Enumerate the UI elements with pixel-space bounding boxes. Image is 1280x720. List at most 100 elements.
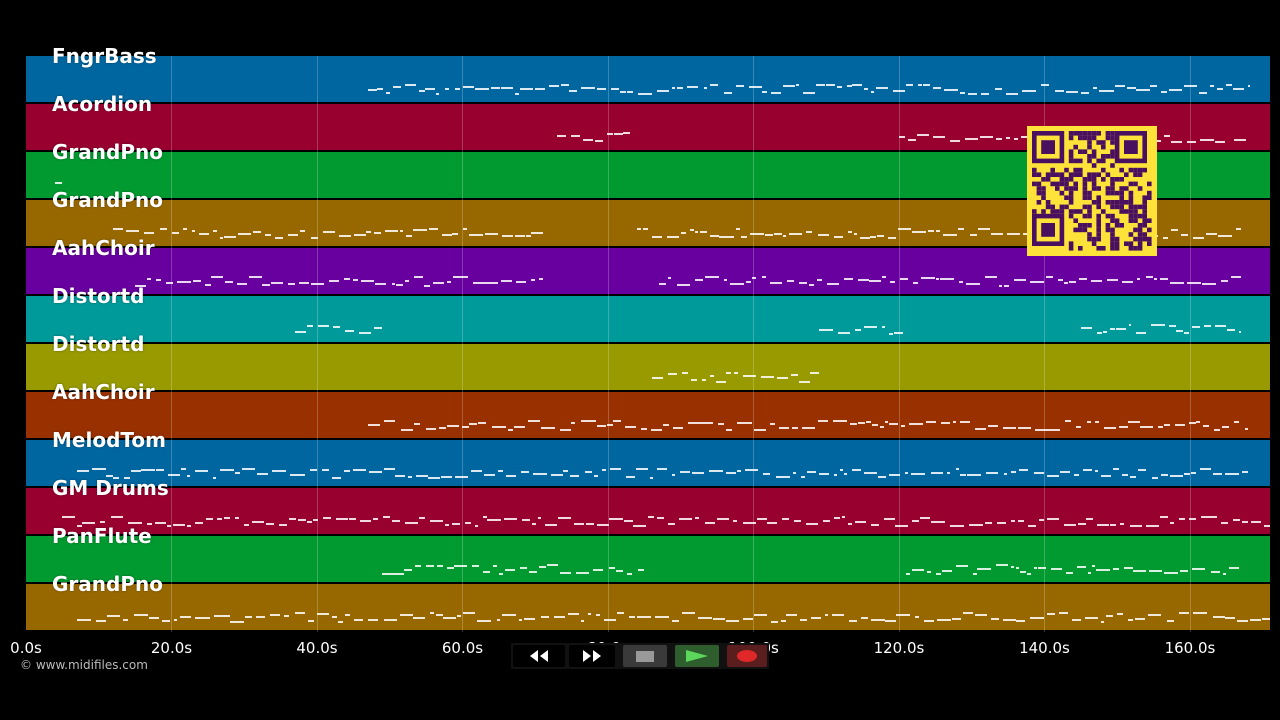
note-mark	[445, 88, 450, 90]
note-mark	[1210, 85, 1215, 87]
note-mark	[930, 521, 946, 523]
note-mark	[274, 237, 284, 239]
note-mark	[1082, 469, 1089, 471]
qr-module	[1124, 241, 1129, 246]
note-mark	[195, 470, 208, 472]
qr-module	[1137, 236, 1143, 242]
note-mark	[752, 277, 757, 279]
note-mark	[995, 564, 1009, 566]
note-mark	[968, 93, 978, 95]
note-mark	[893, 332, 903, 334]
note-mark	[352, 469, 367, 471]
note-mark	[1171, 141, 1183, 143]
qr-module	[1124, 172, 1129, 177]
note-mark	[1160, 278, 1168, 280]
note-mark	[637, 93, 653, 95]
note-mark	[904, 472, 909, 474]
note-mark	[384, 468, 395, 470]
qr-module	[1073, 167, 1078, 173]
qr-module	[1110, 181, 1115, 187]
note-mark	[916, 134, 929, 136]
note-mark	[615, 570, 623, 572]
note-mark	[515, 235, 526, 237]
note-mark	[557, 135, 567, 137]
note-mark	[126, 230, 140, 232]
note-mark	[1225, 617, 1235, 619]
rewind-button[interactable]	[513, 645, 565, 667]
note-mark	[970, 234, 978, 236]
note-mark	[122, 619, 129, 621]
note-mark	[753, 429, 766, 431]
note-mark	[1215, 141, 1226, 143]
note-mark	[610, 468, 622, 470]
note-mark	[1065, 420, 1071, 422]
note-mark	[567, 613, 579, 615]
qr-module	[1036, 181, 1042, 187]
note-mark	[255, 616, 265, 618]
qr-module	[1147, 236, 1152, 242]
note-mark	[878, 476, 886, 478]
note-mark	[686, 86, 699, 88]
stop-icon	[636, 650, 654, 662]
note-mark	[1164, 572, 1178, 574]
note-mark	[191, 230, 196, 232]
fast-forward-button[interactable]	[569, 645, 615, 667]
note-mark	[818, 420, 829, 422]
note-mark	[849, 423, 858, 425]
note-mark	[95, 620, 106, 622]
note-mark	[311, 283, 325, 285]
note-mark	[944, 89, 958, 91]
qr-module	[1064, 195, 1069, 200]
note-mark	[373, 327, 382, 329]
note-mark	[1086, 421, 1091, 423]
note-mark	[974, 428, 986, 430]
stop-button[interactable]	[623, 645, 667, 667]
note-mark	[681, 232, 686, 234]
qr-module	[1041, 177, 1046, 182]
qr-module	[1137, 172, 1143, 177]
note-mark	[666, 236, 680, 238]
note-mark	[800, 619, 808, 621]
note-mark	[527, 420, 541, 422]
note-mark	[462, 426, 469, 428]
note-mark	[1233, 139, 1246, 141]
note-mark	[736, 228, 741, 230]
play-button[interactable]	[675, 645, 719, 667]
note-mark	[864, 472, 877, 474]
qr-module	[1091, 186, 1097, 191]
qr-module	[1124, 140, 1138, 154]
qr-module	[1133, 213, 1138, 219]
note-mark	[818, 234, 829, 236]
qr-module	[1059, 177, 1065, 182]
note-mark	[815, 84, 825, 86]
note-mark	[710, 375, 714, 377]
record-button[interactable]	[727, 645, 767, 667]
qr-module	[1087, 232, 1092, 237]
note-mark	[1094, 470, 1098, 472]
note-mark	[926, 421, 937, 423]
qr-module	[1137, 223, 1143, 228]
note-mark	[1115, 328, 1127, 330]
note-mark	[1192, 326, 1200, 328]
qr-module	[1050, 172, 1055, 177]
qr-module	[1096, 195, 1101, 200]
note-mark	[406, 235, 412, 237]
note-mark	[206, 518, 214, 520]
qr-module	[1073, 209, 1078, 214]
qr-module	[1105, 213, 1111, 219]
note-mark	[1249, 619, 1261, 621]
note-mark	[396, 284, 404, 286]
note-mark	[1220, 280, 1228, 282]
qr-module	[1124, 209, 1129, 214]
note-mark	[323, 231, 336, 233]
note-mark	[966, 283, 980, 285]
note-mark	[1187, 141, 1196, 143]
note-mark	[162, 620, 171, 622]
note-mark	[187, 525, 191, 527]
qr-module	[1114, 200, 1120, 205]
note-mark	[235, 472, 240, 474]
note-mark	[106, 615, 121, 617]
note-mark	[62, 516, 76, 518]
note-mark	[802, 427, 815, 429]
note-mark	[1046, 518, 1060, 520]
